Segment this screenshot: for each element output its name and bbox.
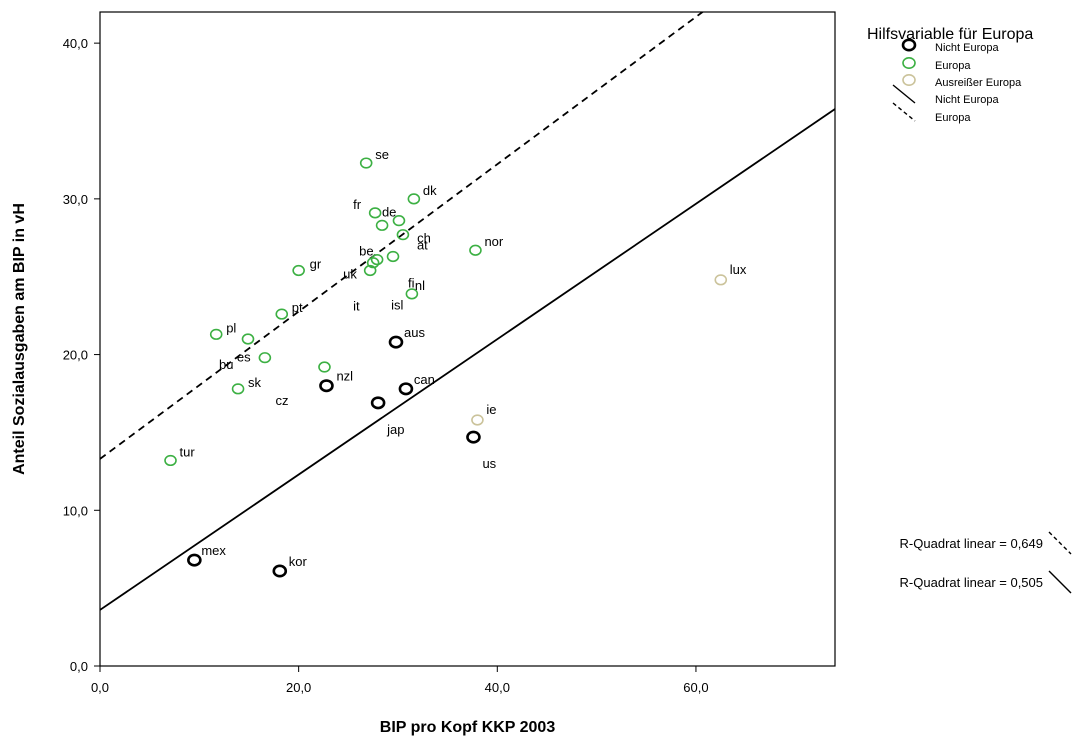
r2-labels: R-Quadrat linear = 0,505 R-Quadrat linear… (900, 531, 1072, 594)
fit-lines (100, 12, 835, 611)
point-ch (375, 219, 389, 231)
y-tick-label: 30,0 (63, 192, 88, 207)
point-label-sk: sk (248, 375, 261, 390)
legend-line-dashed (892, 102, 916, 122)
point-pt (275, 308, 289, 320)
y-tick-label: 10,0 (63, 503, 88, 518)
point-gr (292, 264, 305, 277)
point-label-aus: aus (404, 325, 425, 340)
x-tick-label: 20,0 (286, 680, 311, 695)
point-nl (405, 288, 419, 300)
r2-label-solid: R-Quadrat linear = 0,505 (900, 575, 1043, 590)
point-ie (471, 414, 484, 426)
point-at (396, 229, 410, 241)
point-label-ch: ch (417, 230, 431, 245)
point-aus (388, 335, 404, 349)
point-fi (386, 250, 400, 263)
point-label-lux: lux (730, 262, 747, 277)
point-label-se: se (375, 147, 389, 162)
legend-marker-europa (902, 56, 916, 69)
point-label-fi: fi (408, 275, 415, 290)
legend-line-solid (892, 84, 916, 104)
point-label-us: us (482, 456, 496, 471)
legend-label: Europa (935, 112, 971, 124)
point-label-kor: kor (289, 554, 308, 569)
point-be (370, 253, 384, 266)
legend-marker-nicht_europa (901, 38, 917, 52)
point-uk (366, 257, 380, 269)
point-es (258, 352, 272, 364)
r2-line-dashed (1048, 531, 1072, 555)
point-dk (407, 193, 421, 205)
point-pl (209, 328, 223, 340)
point-label-can: can (414, 372, 435, 387)
x-tick-label: 0,0 (91, 680, 109, 695)
point-kor (272, 564, 288, 578)
point-sk (231, 383, 245, 395)
r2-line-solid (1048, 570, 1072, 594)
legend-label: Nicht Europa (935, 42, 999, 54)
point-label-pl: pl (226, 320, 236, 335)
point-nor (469, 244, 482, 256)
point-label-bu: bu (219, 357, 233, 372)
point-label-nzl: nzl (336, 369, 353, 384)
x-axis-title: BIP pro Kopf KKP 2003 (380, 719, 556, 736)
axes: 0,0 20,0 40,0 60,0 0,0 10,0 20,0 30,0 40,0 (63, 36, 709, 695)
point-label-pt: pt (292, 300, 303, 315)
point-de (392, 215, 406, 227)
legend-title: Hilfsvariable für Europa (867, 26, 1033, 43)
plot-area (99, 11, 836, 667)
x-tick-label: 40,0 (485, 680, 510, 695)
point-fr (368, 207, 382, 219)
point-label-dk: dk (423, 183, 437, 198)
point-mex (187, 553, 202, 567)
point-label-gr: gr (310, 256, 322, 271)
point-label-isl: isl (391, 297, 403, 312)
point-label-cz: cz (275, 393, 288, 408)
point-label-uk: uk (343, 267, 357, 282)
legend-marker-ausreisser (902, 74, 916, 87)
y-axis-title: Anteil Sozialausgaben am BIP in vH (11, 203, 28, 475)
point-cz (318, 361, 331, 373)
x-tick-label: 60,0 (683, 680, 708, 695)
point-label-nor: nor (484, 234, 503, 249)
legend-label: Nicht Europa (935, 94, 999, 106)
point-label-nl: nl (415, 278, 425, 293)
point-it (363, 264, 377, 277)
point-jap (370, 396, 386, 410)
point-label-de: de (382, 205, 396, 220)
legend-label: Europa (935, 60, 971, 72)
point-label-fr: fr (353, 197, 362, 212)
point-us (466, 430, 481, 444)
point-se (359, 157, 373, 169)
fit-line-europa (100, 12, 705, 460)
legend-label: Ausreißer Europa (935, 77, 1022, 89)
fit-line-nicht-europa (100, 108, 835, 611)
point-label-mex: mex (201, 543, 226, 558)
y-tick-label: 0,0 (70, 659, 88, 674)
point-nzl (319, 379, 334, 393)
point-label-es: es (237, 350, 251, 365)
point-label-be: be (359, 244, 373, 259)
plot-border (99, 11, 836, 667)
point-label-it: it (353, 298, 360, 313)
point-tur (164, 454, 177, 467)
point-lux (714, 274, 728, 286)
point-bu (241, 333, 255, 345)
point-label-jap: jap (386, 422, 404, 437)
y-tick-label: 40,0 (63, 36, 88, 51)
point-label-tur: tur (180, 444, 196, 459)
point-label-at: at (417, 238, 428, 253)
point-can (398, 382, 414, 396)
point-label-ie: ie (486, 402, 496, 417)
y-tick-label: 20,0 (63, 348, 88, 363)
r2-label-dashed: R-Quadrat linear = 0,649 (900, 536, 1043, 551)
